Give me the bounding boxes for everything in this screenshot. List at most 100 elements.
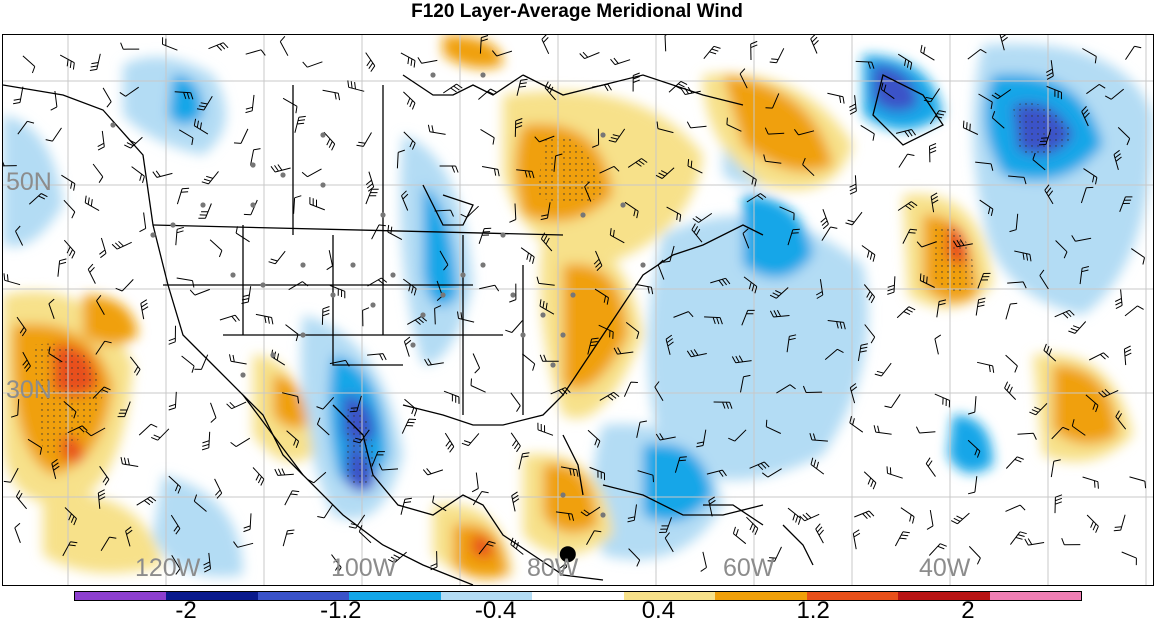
wind-barb bbox=[863, 471, 877, 490]
wind-barb bbox=[560, 466, 579, 477]
wind-barb bbox=[516, 78, 528, 96]
wind-barb bbox=[952, 239, 973, 248]
wind-barb bbox=[201, 431, 211, 451]
station-dot bbox=[300, 262, 306, 268]
wind-barb bbox=[739, 68, 748, 89]
wind-barb bbox=[587, 337, 599, 355]
wind-barb bbox=[967, 48, 987, 60]
wind-barb bbox=[539, 299, 555, 315]
wind-barb bbox=[726, 117, 742, 132]
wind-barb bbox=[637, 470, 654, 483]
wind-barb bbox=[827, 92, 845, 104]
wind-barb bbox=[329, 359, 350, 367]
wind-barb bbox=[703, 45, 721, 60]
wind-barb bbox=[827, 320, 846, 330]
station-dot bbox=[570, 292, 576, 298]
wind-barb bbox=[613, 347, 634, 355]
wind-barb bbox=[666, 206, 682, 222]
wind-barb bbox=[895, 129, 917, 138]
station-dot bbox=[580, 212, 586, 218]
wind-barb bbox=[625, 322, 640, 340]
wind-barb bbox=[608, 128, 626, 143]
wind-barb bbox=[1008, 175, 1027, 185]
wind-barb bbox=[767, 546, 782, 562]
wind-barb bbox=[17, 120, 35, 135]
station-dot bbox=[270, 352, 276, 358]
wind-barb bbox=[586, 530, 602, 545]
wind-barb bbox=[852, 529, 861, 550]
wind-barb bbox=[713, 401, 733, 409]
wind-barb bbox=[505, 320, 523, 333]
station-dot bbox=[480, 262, 486, 268]
wind-barb bbox=[1123, 345, 1132, 366]
wind-barb bbox=[769, 48, 785, 64]
wind-barb bbox=[176, 187, 190, 205]
wind-barb bbox=[189, 288, 210, 296]
wind-barb bbox=[696, 429, 707, 448]
wind-barb bbox=[763, 154, 782, 164]
wind-barb bbox=[268, 250, 286, 265]
wind-barb bbox=[119, 86, 139, 97]
wind-barb bbox=[624, 201, 639, 219]
station-dot bbox=[390, 272, 396, 278]
wind-barb bbox=[636, 420, 647, 438]
wind-barb bbox=[1029, 403, 1048, 416]
wind-barb bbox=[63, 401, 77, 419]
wind-barb bbox=[668, 80, 688, 93]
wind-barb bbox=[916, 241, 937, 248]
wind-barb bbox=[28, 193, 48, 205]
wind-barb bbox=[1113, 149, 1122, 171]
wind-barb bbox=[598, 324, 614, 339]
wind-barb bbox=[48, 298, 55, 319]
wind-barb bbox=[1124, 305, 1144, 317]
wind-barb bbox=[203, 552, 211, 573]
wind-barb bbox=[1005, 456, 1024, 469]
wind-barb bbox=[138, 423, 158, 436]
wind-barb bbox=[365, 188, 379, 205]
wind-barb bbox=[787, 228, 800, 246]
station-dot bbox=[430, 72, 436, 78]
wind-barb bbox=[991, 111, 1005, 129]
wind-barb bbox=[854, 510, 875, 520]
wind-barb bbox=[874, 362, 892, 377]
wind-barb bbox=[243, 199, 258, 216]
wind-barb bbox=[521, 353, 536, 371]
wind-barb bbox=[1080, 186, 1094, 204]
wind-barb bbox=[48, 346, 63, 363]
wind-barb bbox=[401, 418, 417, 434]
wind-barb bbox=[301, 168, 322, 178]
wind-barb bbox=[824, 348, 844, 360]
wind-barb bbox=[61, 174, 76, 191]
wind-barb bbox=[15, 225, 24, 246]
wind-barb bbox=[371, 451, 385, 467]
wind-barb bbox=[1004, 381, 1017, 400]
wind-barb bbox=[820, 209, 829, 230]
lon-label: 60W bbox=[723, 554, 775, 582]
wind-barb bbox=[509, 283, 517, 303]
wind-barb bbox=[168, 325, 176, 345]
wind-barb bbox=[741, 309, 755, 326]
wind-barb bbox=[95, 340, 112, 355]
wind-barb bbox=[627, 504, 637, 523]
station-dot bbox=[320, 132, 326, 138]
stippling bbox=[33, 103, 1073, 485]
wind-barb bbox=[1104, 88, 1125, 100]
wind-barb bbox=[198, 203, 212, 219]
wind-barb bbox=[534, 135, 555, 143]
wind-barb bbox=[322, 89, 341, 101]
wind-barb bbox=[482, 166, 500, 177]
wind-barb bbox=[125, 526, 133, 547]
lon-label: 100W bbox=[331, 554, 397, 582]
wind-barb bbox=[115, 279, 134, 292]
wind-barb bbox=[1005, 354, 1018, 373]
wind-barb bbox=[282, 529, 295, 547]
station-dot bbox=[520, 332, 526, 338]
wind-barb bbox=[1125, 45, 1142, 60]
wind-barb bbox=[680, 86, 701, 95]
wind-barb bbox=[920, 44, 935, 61]
station-dot bbox=[600, 512, 606, 518]
wind-barb bbox=[480, 128, 495, 145]
wind-barb bbox=[284, 490, 300, 506]
wind-barb bbox=[746, 516, 759, 536]
wind-barb bbox=[219, 314, 240, 323]
